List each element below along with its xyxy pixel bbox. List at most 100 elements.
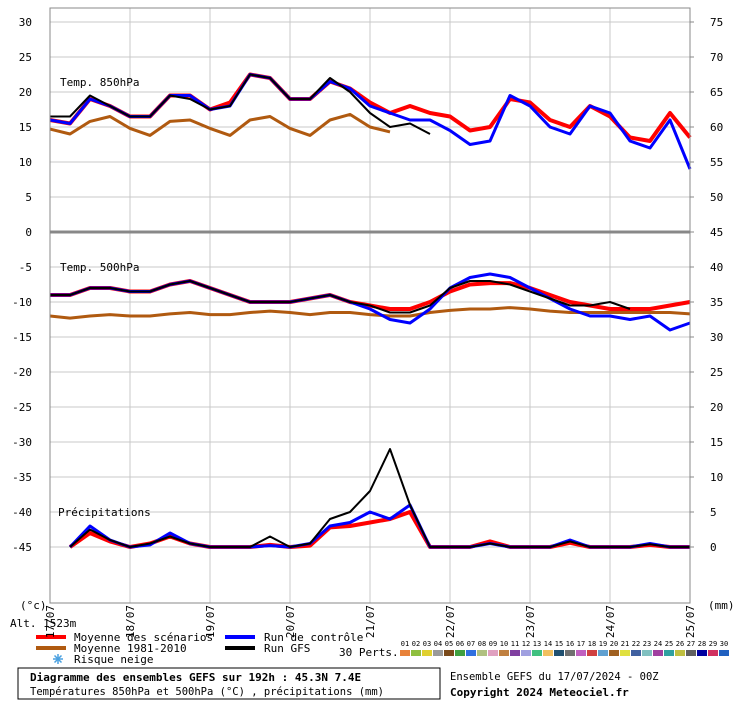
pert-label: 24 <box>654 640 662 648</box>
copyright: Copyright 2024 Meteociel.fr <box>450 686 629 699</box>
pert-swatch <box>642 650 652 656</box>
pert-swatch <box>477 650 487 656</box>
pert-swatch <box>543 650 553 656</box>
series-line <box>50 73 431 135</box>
y-axis-label: (°c) <box>20 599 47 612</box>
pert-label: 13 <box>533 640 541 648</box>
pert-swatch <box>697 650 707 656</box>
x-tick-label: 17/07 <box>44 605 57 638</box>
pert-label: 17 <box>577 640 585 648</box>
pert-label: 06 <box>456 640 464 648</box>
y-tick-label: -15 <box>12 331 32 344</box>
perts-label: 30 Perts. <box>339 646 399 659</box>
legend-label: Moyenne 1981-2010 <box>74 642 187 655</box>
pert-label: 28 <box>698 640 706 648</box>
pert-label: 04 <box>434 640 442 648</box>
y-tick-label: 25 <box>19 51 32 64</box>
y-tick-label: -5 <box>19 261 32 274</box>
pert-label: 03 <box>423 640 431 648</box>
pert-label: 25 <box>665 640 673 648</box>
pert-swatch <box>609 650 619 656</box>
y-tick-label: -35 <box>12 471 32 484</box>
pert-swatch <box>444 650 454 656</box>
panel-label: Précipitations <box>58 506 151 519</box>
legend-label: Risque neige <box>74 653 153 666</box>
pert-swatch <box>598 650 608 656</box>
pert-label: 01 <box>401 640 409 648</box>
y2-tick-label: 10 <box>710 471 723 484</box>
pert-label: 10 <box>500 640 508 648</box>
y2-tick-label: 30 <box>710 331 723 344</box>
pert-swatch <box>708 650 718 656</box>
altitude: Alt. 1523m <box>10 617 77 630</box>
legend-label: Run GFS <box>264 642 310 655</box>
y-tick-label: 10 <box>19 156 32 169</box>
x-tick-label: 23/07 <box>524 605 537 638</box>
chart-title: Diagramme des ensembles GEFS sur 192h : … <box>30 671 361 684</box>
line-layer <box>49 72 692 549</box>
pert-label: 09 <box>489 640 497 648</box>
x-tick-label: 22/07 <box>444 605 457 638</box>
pert-swatch <box>400 650 410 656</box>
series-line <box>69 448 690 548</box>
pert-label: 15 <box>555 640 563 648</box>
panel-label: Temp. 850hPa <box>60 76 139 89</box>
y2-tick-label: 25 <box>710 366 723 379</box>
y-tick-label: 15 <box>19 121 32 134</box>
legend-label: Run de contrôle <box>264 631 363 644</box>
y2-tick-label: 5 <box>710 506 717 519</box>
pert-swatch <box>653 650 663 656</box>
x-tick-label: 25/07 <box>684 605 697 638</box>
pert-label: 23 <box>643 640 651 648</box>
legend-label: Moyenne des scénarios <box>74 631 213 644</box>
pert-label: 19 <box>599 640 607 648</box>
y-tick-label: 30 <box>19 16 32 29</box>
y2-tick-label: 50 <box>710 191 723 204</box>
chart-subtitle: Températures 850hPa et 500hPa (°C) , pré… <box>30 686 384 698</box>
pert-label: 08 <box>478 640 486 648</box>
run-info: Ensemble GEFS du 17/07/2024 - 00Z <box>450 671 659 683</box>
y-tick-label: -10 <box>12 296 32 309</box>
pert-label: 26 <box>676 640 684 648</box>
y2-tick-label: 0 <box>710 541 717 554</box>
y2-tick-label: 35 <box>710 296 723 309</box>
pert-label: 07 <box>467 640 475 648</box>
pert-swatch <box>565 650 575 656</box>
pert-label: 21 <box>621 640 629 648</box>
pert-swatch <box>631 650 641 656</box>
y2-tick-label: 75 <box>710 16 723 29</box>
pert-label: 20 <box>610 640 618 648</box>
pert-swatch <box>664 650 674 656</box>
snow-icon <box>53 654 63 664</box>
pert-label: 05 <box>445 640 453 648</box>
perts-legend: 01 02 03 04 05 06 07 08 09 10 11 12 13 14 15 16 17 18 19 20… <box>400 640 729 656</box>
x-tick-label: 18/07 <box>124 605 137 638</box>
y-tick-label: -40 <box>12 506 32 519</box>
y-tick-label: -25 <box>12 401 32 414</box>
x-tick-label: 20/07 <box>284 605 297 638</box>
y2-tick-label: 40 <box>710 261 723 274</box>
pert-swatch <box>620 650 630 656</box>
y2-axis-label: (mm) <box>708 599 735 612</box>
pert-label: 02 <box>412 640 420 648</box>
pert-label: 16 <box>566 640 574 648</box>
y-tick-label: 5 <box>25 191 32 204</box>
pert-label: 12 <box>522 640 530 648</box>
pert-swatch <box>510 650 520 656</box>
pert-swatch <box>675 650 685 656</box>
pert-swatch <box>466 650 476 656</box>
pert-swatch <box>422 650 432 656</box>
x-tick-label: 24/07 <box>604 605 617 638</box>
pert-swatch <box>587 650 597 656</box>
series-line <box>49 112 391 137</box>
y-tick-label: -45 <box>12 541 32 554</box>
pert-swatch <box>719 650 729 656</box>
y-tick-label: -20 <box>12 366 32 379</box>
pert-swatch <box>411 650 421 656</box>
series-line <box>50 280 631 314</box>
pert-swatch <box>521 650 531 656</box>
x-tick-label: 21/07 <box>364 605 377 638</box>
pert-label: 30 <box>720 640 728 648</box>
pert-swatch <box>455 650 465 656</box>
